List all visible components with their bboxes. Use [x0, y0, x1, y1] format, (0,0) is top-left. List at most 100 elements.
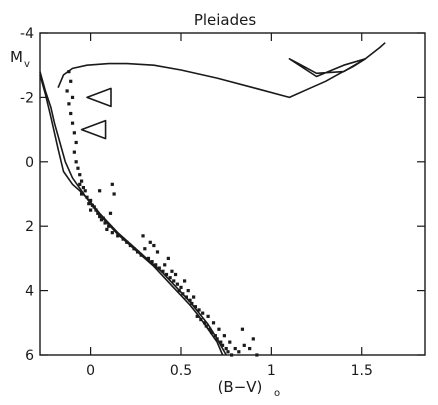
data-point: [90, 203, 95, 207]
data-point: [186, 289, 190, 293]
data-point: [157, 266, 161, 270]
data-point: [190, 301, 194, 306]
x-tick-group: 0 0.5 1 1.5: [86, 33, 373, 379]
data-point: [67, 102, 71, 106]
data-point: [65, 89, 69, 93]
y-tick-label: -2: [20, 90, 34, 106]
data-point: [255, 353, 259, 357]
data-point: [172, 279, 176, 283]
data-point: [208, 327, 212, 331]
data-point: [94, 208, 98, 212]
data-point: [89, 208, 93, 212]
data-point: [183, 279, 187, 283]
data-point: [248, 346, 252, 351]
data-point: [79, 192, 84, 196]
arrow-markers: [80, 87, 112, 140]
y-tick-label: 4: [25, 284, 34, 300]
data-point: [72, 150, 76, 154]
data-point: [188, 298, 192, 302]
x-axis-label-main: (B−V): [218, 378, 263, 396]
data-point: [197, 308, 201, 312]
data-point: [128, 243, 132, 248]
data-point: [215, 337, 219, 341]
data-point: [125, 240, 129, 244]
series-points: [65, 70, 259, 357]
data-point: [161, 269, 165, 273]
data-point: [70, 121, 75, 125]
data-point: [148, 240, 152, 244]
data-point: [99, 218, 104, 222]
data-point: [204, 324, 208, 328]
data-point: [121, 237, 125, 241]
data-point: [233, 346, 237, 351]
data-point: [143, 247, 147, 251]
x-tick-label: 1.5: [351, 363, 373, 379]
track-line-2: [39, 71, 224, 356]
data-point: [79, 179, 84, 183]
data-point: [92, 205, 96, 209]
data-point: [201, 311, 205, 315]
data-point: [146, 256, 151, 260]
y-tick-label: 2: [25, 219, 34, 235]
y-axis-label: M v: [10, 48, 30, 70]
x-tick-label: 0.5: [170, 363, 192, 379]
data-point: [108, 211, 113, 215]
data-point: [98, 189, 102, 193]
data-point: [184, 295, 189, 299]
data-point: [101, 216, 105, 220]
track-line-4: [288, 57, 366, 78]
data-point: [173, 272, 178, 277]
data-point: [220, 343, 225, 347]
y-axis-label-main: M: [10, 48, 23, 66]
data-point: [110, 182, 114, 186]
data-point: [132, 247, 136, 251]
y-axis-label-subscript: v: [24, 59, 30, 70]
data-point: [177, 289, 181, 293]
data-point: [105, 227, 109, 232]
data-point: [87, 202, 91, 206]
triangle-marker: [80, 119, 107, 140]
data-point: [219, 340, 223, 344]
data-point: [112, 192, 116, 196]
data-point: [98, 214, 102, 219]
data-point: [74, 140, 78, 145]
data-point: [199, 317, 203, 322]
y-tick-label: 0: [25, 155, 34, 171]
data-point: [96, 211, 100, 215]
data-point: [228, 340, 232, 344]
data-point: [211, 321, 216, 325]
data-point: [193, 305, 198, 309]
data-point: [155, 250, 160, 254]
data-point: [229, 353, 234, 357]
data-point: [139, 253, 143, 257]
data-point: [67, 70, 71, 74]
data-point: [166, 256, 170, 260]
data-point: [195, 314, 199, 318]
data-point: [213, 334, 217, 338]
data-point: [89, 198, 93, 203]
data-point: [181, 292, 185, 296]
data-point: [150, 260, 154, 264]
data-point: [164, 272, 169, 277]
data-point: [107, 224, 111, 228]
data-point: [72, 131, 76, 135]
data-point: [116, 234, 120, 238]
data-point: [168, 276, 172, 280]
data-point: [83, 189, 87, 193]
data-point: [74, 160, 78, 164]
y-tick-label: -4: [20, 26, 34, 42]
data-point: [240, 327, 245, 331]
data-point: [226, 350, 230, 354]
data-point: [222, 334, 226, 338]
triangle-marker: [86, 87, 112, 108]
data-point: [69, 79, 73, 83]
data-point: [81, 185, 85, 190]
plot-frame: [39, 32, 426, 356]
data-point: [210, 330, 214, 335]
x-axis-label: (B−V) o: [218, 378, 281, 399]
data-point: [110, 231, 114, 235]
data-point: [69, 111, 73, 116]
data-point: [103, 221, 107, 225]
data-point: [192, 295, 196, 299]
